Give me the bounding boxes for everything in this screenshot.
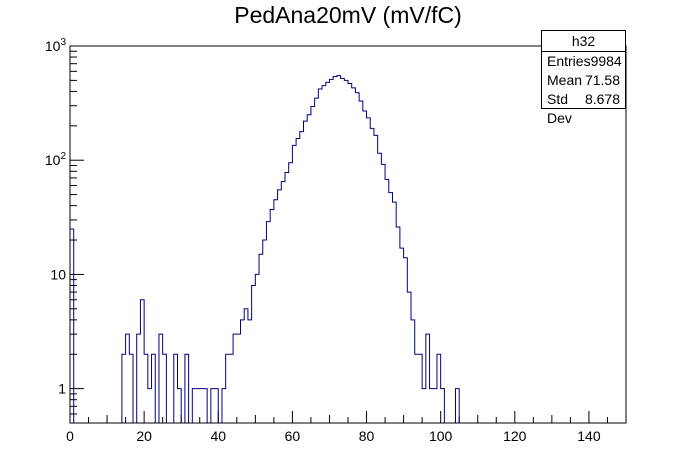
stats-box-name: h32 bbox=[542, 31, 625, 52]
stats-box: h32 Entries 9984 Mean 71.58 Std Dev 8.67… bbox=[541, 30, 626, 126]
x-tick-label: 20 bbox=[136, 428, 152, 444]
x-tick-label: 80 bbox=[359, 428, 375, 444]
y-tick-label: 103 bbox=[45, 37, 67, 54]
y-tick-label: 1 bbox=[58, 381, 66, 397]
stats-label: Entries bbox=[547, 53, 591, 69]
stats-value: 71.58 bbox=[584, 72, 620, 88]
stats-row-stddev: Std Dev 8.678 bbox=[542, 90, 625, 126]
x-tick-label: 40 bbox=[210, 428, 226, 444]
x-tick-label: 140 bbox=[577, 428, 601, 444]
x-tick-label: 120 bbox=[503, 428, 527, 444]
x-tick-label: 60 bbox=[285, 428, 301, 444]
y-tick-label: 102 bbox=[45, 151, 67, 168]
histogram-series bbox=[69, 75, 626, 424]
stats-label: Std Dev bbox=[547, 91, 572, 126]
plot-frame bbox=[69, 45, 627, 424]
stats-row-mean: Mean 71.58 bbox=[542, 71, 625, 90]
stats-value: 8.678 bbox=[584, 91, 620, 107]
stats-row-entries: Entries 9984 bbox=[542, 52, 625, 71]
x-tick-label: 0 bbox=[66, 428, 74, 444]
x-tick-label: 100 bbox=[429, 428, 453, 444]
stats-value: 9984 bbox=[590, 53, 622, 69]
stats-label: Mean bbox=[547, 72, 583, 88]
y-tick-label: 10 bbox=[50, 266, 66, 282]
chart-title: PedAna20mV (mV/fC) bbox=[234, 2, 462, 28]
